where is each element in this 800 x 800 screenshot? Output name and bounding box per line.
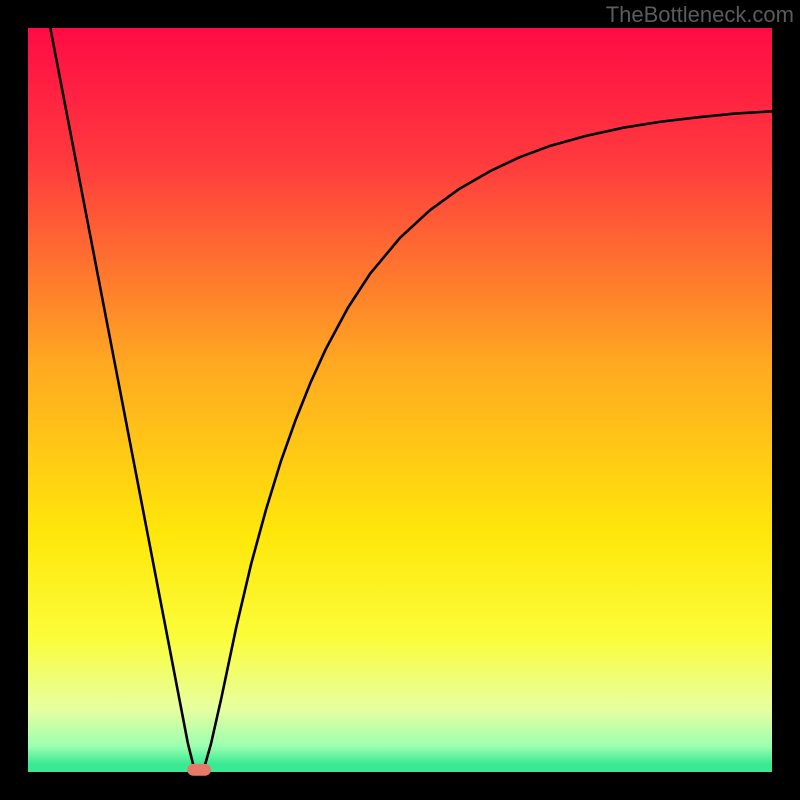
chart-background-gradient — [28, 28, 772, 772]
chart-container: TheBottleneck.com — [0, 0, 800, 800]
optimal-point-marker — [187, 764, 211, 776]
bottleneck-chart — [0, 0, 800, 800]
